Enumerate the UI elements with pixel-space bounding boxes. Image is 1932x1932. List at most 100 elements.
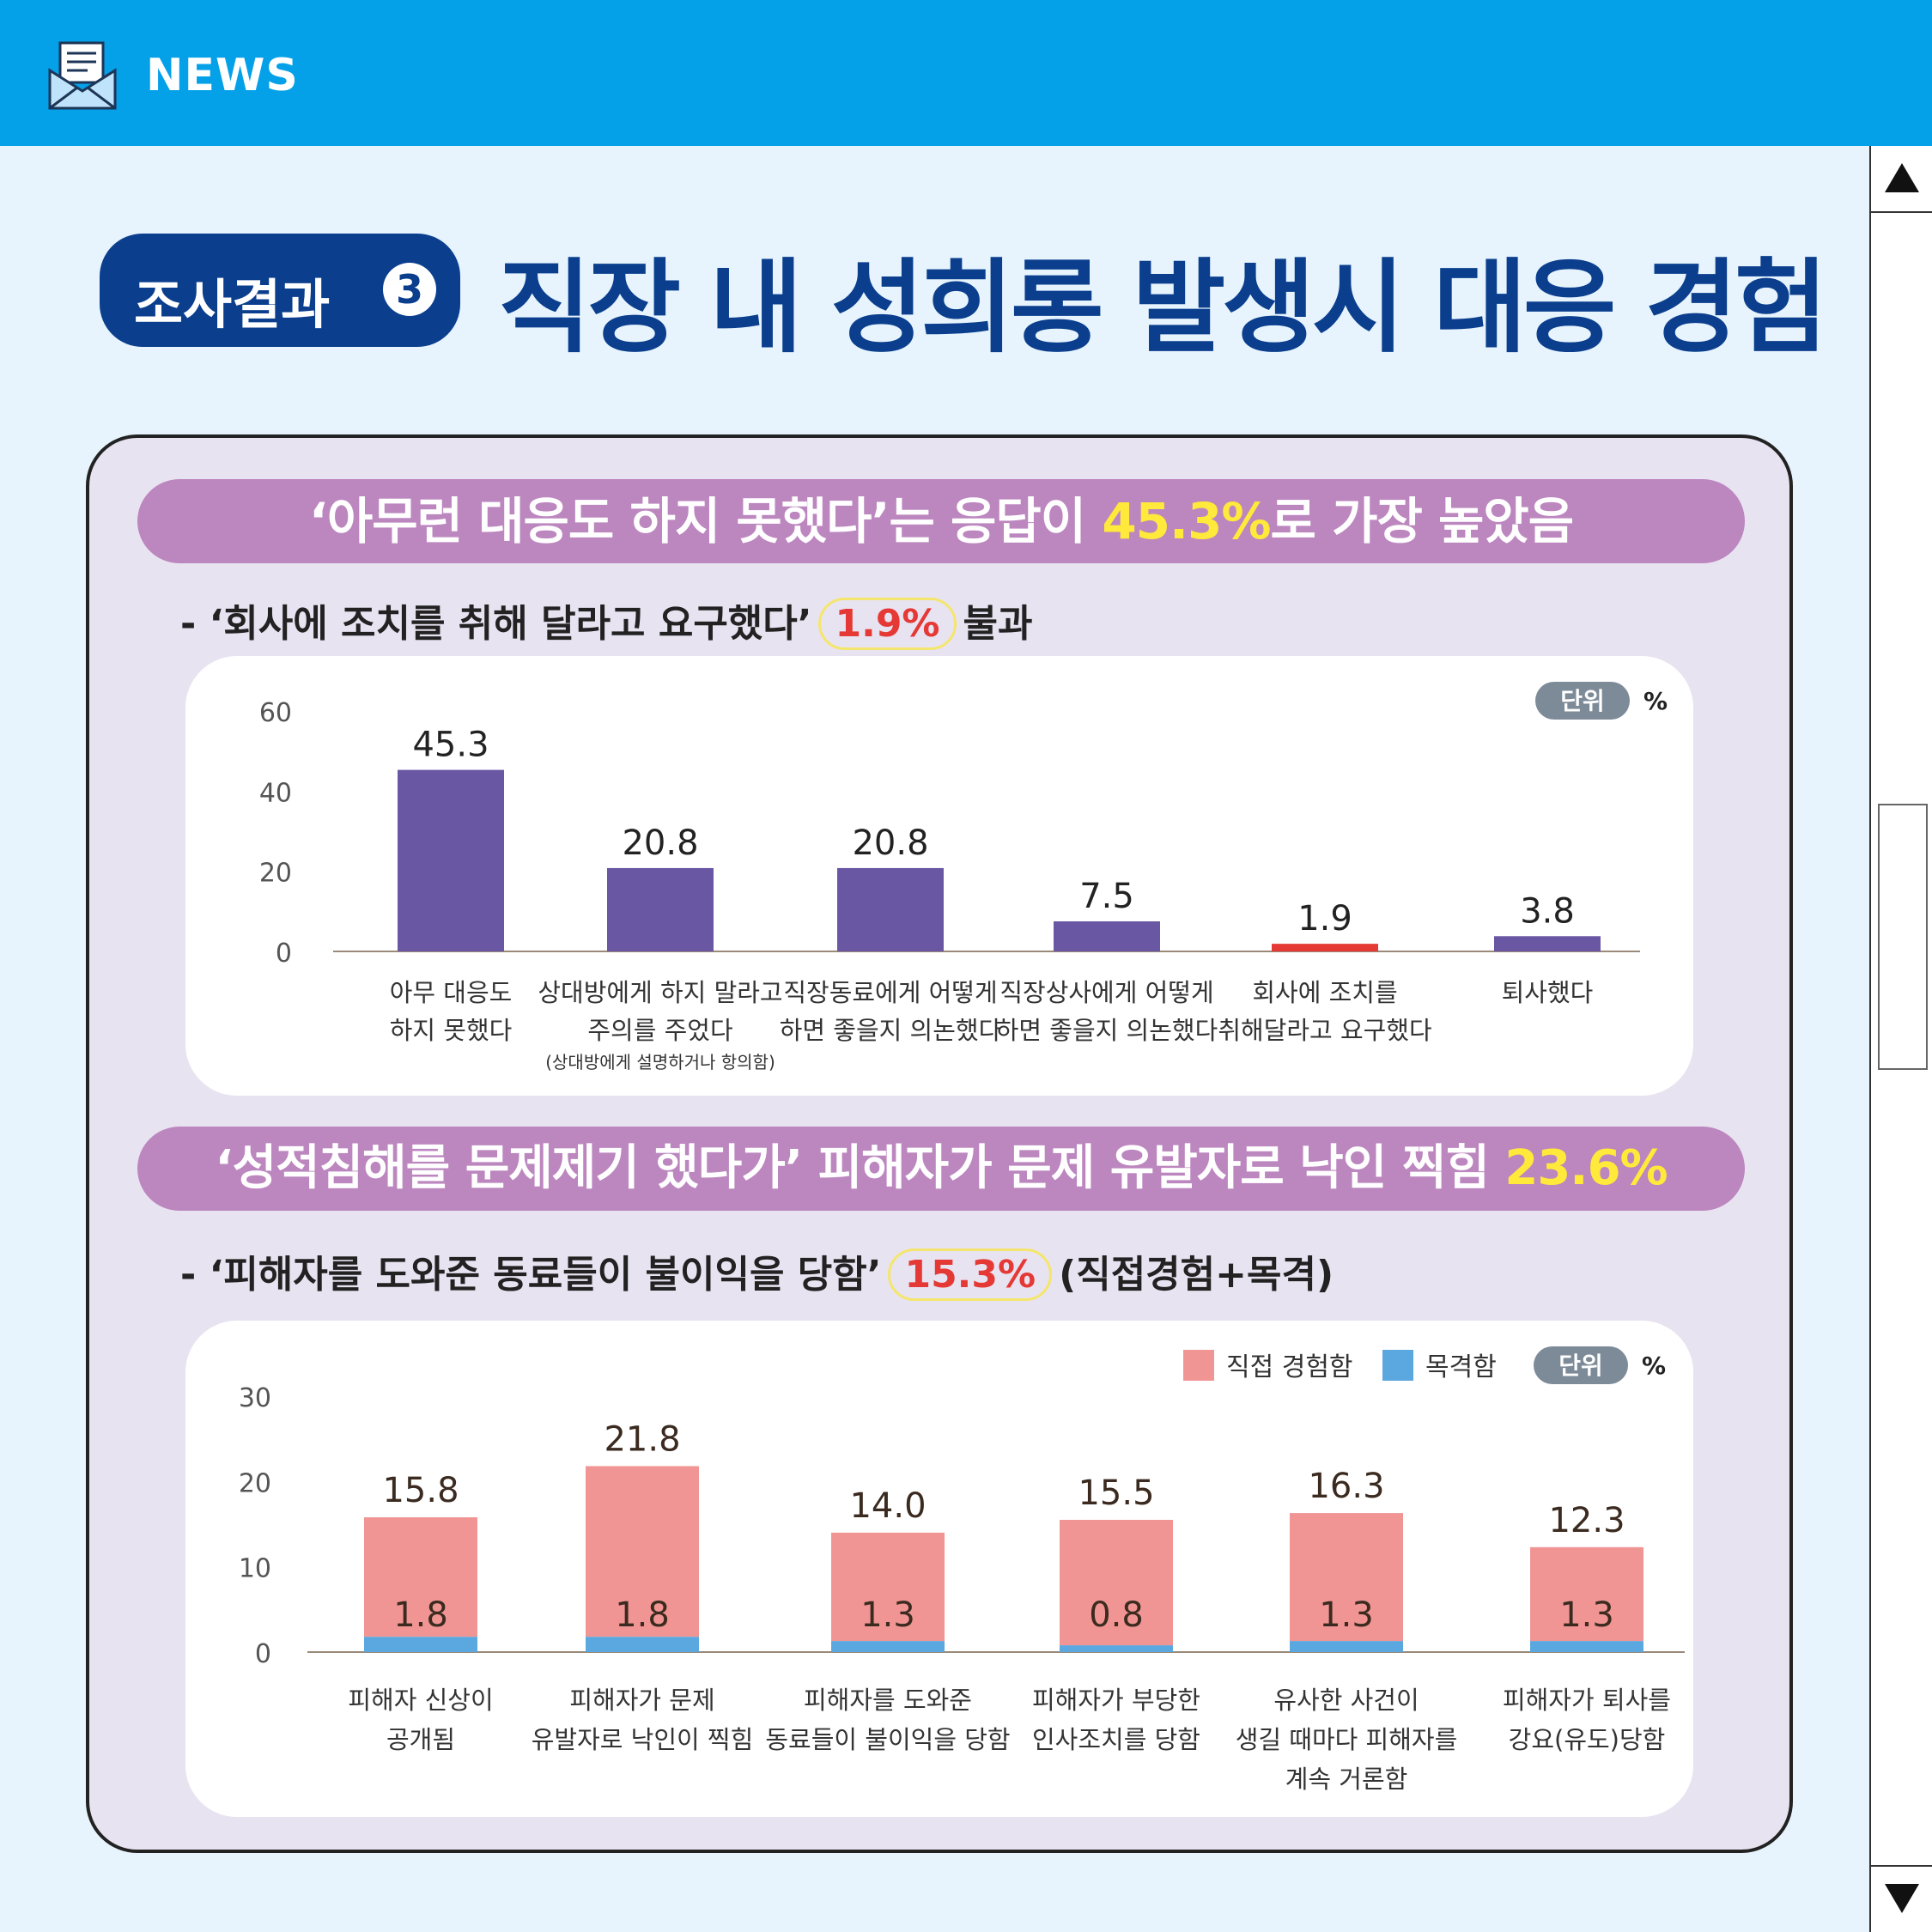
data-label: 20.8 [622, 823, 698, 863]
bar-segment-witnessed [1290, 1641, 1403, 1652]
x-tick-label: 생길 때마다 피해자를 [1236, 1725, 1458, 1754]
bar-segment-witnessed [1530, 1641, 1643, 1652]
x-tick-label: 주의를 주었다 [587, 1016, 732, 1045]
section2-headline: ‘성적침해를 문제제기 했다가’ 피해자가 문제 유발자로 낙인 찍힘 23.6… [137, 1127, 1745, 1211]
y-tick-label: 0 [255, 1639, 271, 1669]
data-label: 7.5 [1079, 877, 1134, 916]
unit-badge [1534, 1346, 1628, 1384]
x-tick-label: 하면 좋을지 의논했다 [996, 1016, 1218, 1045]
y-tick-label: 30 [239, 1383, 271, 1413]
envelope-icon [48, 41, 117, 110]
x-tick-label: 피해자 신상이 [348, 1686, 493, 1715]
x-tick-label: 직장동료에게 어떻게 [783, 978, 997, 1007]
triangle-down-icon [1885, 1884, 1919, 1913]
bar-segment-direct [831, 1532, 945, 1642]
bar-segment-direct [1060, 1520, 1173, 1646]
legend-swatch [1382, 1350, 1413, 1381]
bar [1272, 944, 1378, 951]
bar [837, 867, 944, 951]
x-tick-label: 직장상사에게 어떻게 [999, 978, 1213, 1007]
x-tick-label: 피해자가 퇴사를 [1503, 1686, 1671, 1715]
bar [398, 769, 504, 951]
bar-segment-witnessed [586, 1637, 699, 1652]
unit-badge [1535, 682, 1630, 720]
x-tick-label: 유발자로 낙인이 찍힘 [532, 1725, 754, 1754]
x-tick-label: 하면 좋을지 의논했다 [780, 1016, 1002, 1045]
y-tick-label: 60 [259, 698, 292, 728]
x-tick-label: (상대방에게 설명하거나 항의함) [545, 1052, 775, 1072]
legend-swatch [1183, 1350, 1214, 1381]
scroll-down-button[interactable] [1871, 1865, 1932, 1932]
page-title: 직장 내 성희롱 발생시 대응 경험 [498, 248, 1828, 367]
x-tick-label: 아무 대응도 [390, 978, 513, 1007]
legend-label: 직접 경험함 [1226, 1352, 1353, 1382]
x-tick-label: 인사조치를 당함 [1032, 1725, 1200, 1754]
bar-segment-witnessed [831, 1641, 945, 1652]
x-tick-label: 동료들이 불이익을 당함 [765, 1725, 1010, 1754]
headline-highlight: 45.3% [1102, 492, 1271, 550]
bar-segment-direct [364, 1517, 477, 1637]
header-bar: NEWS [0, 0, 1932, 146]
y-tick-label: 10 [239, 1554, 271, 1584]
badge-text: 조사결과 [134, 273, 331, 336]
inner-data-label: 1.3 [1319, 1595, 1374, 1635]
bar [607, 867, 714, 951]
subline-value: 15.3% [888, 1249, 1053, 1301]
inner-data-label: 1.8 [393, 1595, 448, 1635]
bar-segment-direct [1290, 1513, 1403, 1642]
bar-segment-direct [1530, 1546, 1643, 1642]
unit-symbol: % [1643, 687, 1668, 715]
x-tick-label: 피해자가 문제 [569, 1686, 714, 1715]
inner-data-label: 1.3 [860, 1595, 915, 1635]
x-tick-label: 공개됨 [386, 1725, 455, 1754]
bar-segment-witnessed [364, 1637, 477, 1652]
y-tick-label: 20 [259, 859, 292, 889]
badge-number: 3 [383, 263, 436, 316]
y-tick-label: 40 [259, 778, 292, 808]
x-tick-label: 유사한 사건이 [1273, 1686, 1419, 1715]
data-label: 1.9 [1297, 899, 1352, 939]
x-tick-label: 퇴사했다 [1502, 978, 1594, 1007]
data-label: 45.3 [412, 726, 489, 765]
section2-subline: - ‘피해자를 도와준 동료들이 불이익을 당함’ 15.3% (직접경험+목격) [180, 1243, 1334, 1301]
scrollbar[interactable] [1869, 146, 1932, 1932]
total-data-label: 21.8 [604, 1419, 680, 1459]
inner-data-label: 1.3 [1559, 1595, 1614, 1635]
total-data-label: 14.0 [849, 1486, 926, 1526]
subline-value: 1.9% [818, 598, 957, 650]
inner-data-label: 1.8 [615, 1595, 670, 1635]
unit-label: 단위 [1558, 1352, 1603, 1380]
x-tick-label: 하지 못했다 [390, 1016, 513, 1045]
y-tick-label: 20 [239, 1468, 271, 1498]
y-tick-label: 0 [276, 939, 292, 969]
data-label: 3.8 [1520, 891, 1575, 931]
legend-label: 목격함 [1425, 1352, 1497, 1382]
total-data-label: 12.3 [1548, 1501, 1625, 1540]
inner-data-label: 0.8 [1089, 1595, 1144, 1635]
x-tick-label: 계속 거론함 [1285, 1765, 1408, 1794]
header-label: NEWS [146, 50, 299, 101]
section1-headline: ‘아무런 대응도 하지 못했다’는 응답이 45.3%로 가장 높았음 [137, 479, 1745, 563]
data-label: 20.8 [852, 823, 928, 863]
total-data-label: 15.5 [1078, 1473, 1154, 1513]
unit-symbol: % [1642, 1352, 1666, 1380]
x-tick-label: 회사에 조치를 [1252, 978, 1397, 1007]
x-tick-label: 피해자가 부당한 [1032, 1686, 1200, 1715]
x-tick-label: 피해자를 도와준 [804, 1686, 972, 1715]
x-tick-label: 강요(유도)당함 [1509, 1725, 1666, 1754]
headline-highlight: 23.6% [1504, 1140, 1668, 1196]
bar [1054, 921, 1160, 951]
survey-result-badge: 조사결과 3 [100, 234, 460, 347]
x-tick-label: 취해달라고 요구했다 [1218, 1016, 1431, 1045]
x-tick-label: 상대방에게 하지 말라고 [538, 978, 782, 1007]
scroll-up-button[interactable] [1871, 146, 1932, 213]
total-data-label: 15.8 [382, 1471, 459, 1510]
bar-segment-direct [586, 1466, 699, 1637]
triangle-up-icon [1885, 163, 1919, 192]
scroll-thumb[interactable] [1878, 804, 1928, 1070]
unit-label: 단위 [1560, 687, 1605, 715]
